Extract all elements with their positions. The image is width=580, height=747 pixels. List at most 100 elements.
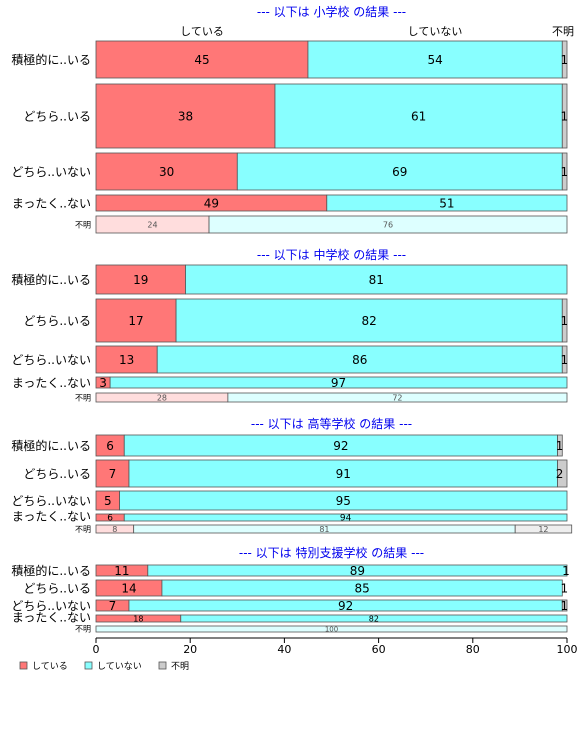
row-label: 不明 xyxy=(75,393,91,402)
bar-segment xyxy=(95,345,158,374)
data-label: 69 xyxy=(392,165,407,179)
header-label: していない xyxy=(408,25,463,38)
row-label: どちら..いない xyxy=(11,165,91,179)
bar-segment xyxy=(561,298,568,343)
bar-segment xyxy=(208,215,568,234)
bar-segment xyxy=(557,434,563,457)
data-label: 91 xyxy=(336,467,351,481)
bar-segment xyxy=(95,459,130,488)
bar-segment xyxy=(175,298,563,343)
panel-title: --- 以下は 小学校 の結果 --- xyxy=(257,4,406,19)
data-label: 1 xyxy=(560,599,568,613)
row-label: まったく..ない xyxy=(12,376,91,390)
data-label: 51 xyxy=(439,196,454,210)
data-label: 7 xyxy=(109,467,117,481)
row-label: まったく..ない xyxy=(12,610,91,624)
legend-label: していない xyxy=(97,661,142,672)
bar-segment xyxy=(185,264,568,295)
data-label: 81 xyxy=(369,273,384,287)
bar-segment xyxy=(557,459,568,488)
data-label: 6 xyxy=(106,439,114,453)
row-label: まったく..ない xyxy=(12,510,91,524)
data-label: 61 xyxy=(411,109,426,123)
bar-segment xyxy=(119,490,568,511)
data-label: 95 xyxy=(336,494,351,508)
bar-segment xyxy=(561,152,568,191)
bar-segment xyxy=(561,83,568,149)
bar-segment xyxy=(95,298,177,343)
bar-segment xyxy=(326,194,568,212)
row-label: 不明 xyxy=(75,625,91,634)
bar-segment xyxy=(227,392,568,403)
data-label: 18 xyxy=(133,614,143,623)
data-label: 94 xyxy=(340,514,352,524)
x-tick-label: 60 xyxy=(372,643,386,656)
data-label: 72 xyxy=(392,393,402,402)
data-label: 3 xyxy=(99,376,107,390)
bar-segment xyxy=(95,152,238,191)
bar-segment xyxy=(561,345,568,374)
bar-segment xyxy=(561,599,568,612)
data-label: 82 xyxy=(362,314,377,328)
data-label: 1 xyxy=(560,109,568,123)
data-label: 11 xyxy=(114,564,129,578)
data-label: 12 xyxy=(538,525,548,534)
data-label: 49 xyxy=(204,196,219,210)
bar-segment xyxy=(236,152,563,191)
row-label: どちら..いる xyxy=(23,581,91,595)
data-label: 76 xyxy=(383,220,393,229)
data-label: 1 xyxy=(560,165,568,179)
data-label: 81 xyxy=(319,525,329,534)
x-tick-label: 40 xyxy=(277,643,291,656)
legend-label: している xyxy=(32,661,68,672)
x-tick-label: 0 xyxy=(93,643,100,656)
row-label: 積極的に..いる xyxy=(11,272,91,287)
bar-segment xyxy=(95,264,186,295)
data-label: 5 xyxy=(104,494,112,508)
row-label: どちら..いない xyxy=(11,599,91,613)
data-label: 1 xyxy=(560,53,568,67)
data-label: 17 xyxy=(128,314,143,328)
bar-segment xyxy=(147,564,568,577)
row-label: 積極的に..いる xyxy=(11,438,91,453)
x-tick-label: 20 xyxy=(183,643,197,656)
data-label: 13 xyxy=(119,353,134,367)
legend-label: 不明 xyxy=(171,661,189,672)
row-label: 積極的に..いる xyxy=(11,52,91,67)
row-label: どちら..いない xyxy=(11,494,91,508)
data-label: 1 xyxy=(560,353,568,367)
panel-title: --- 以下は 中学校 の結果 --- xyxy=(257,247,406,262)
bar-segment xyxy=(95,40,309,79)
x-tick-label: 100 xyxy=(557,643,578,656)
data-label: 30 xyxy=(159,165,174,179)
header-label: している xyxy=(180,25,224,38)
data-label: 7 xyxy=(109,599,117,613)
row-label: まったく..ない xyxy=(12,196,91,210)
row-label: 不明 xyxy=(75,220,91,229)
bar-segment xyxy=(180,614,568,623)
data-label: 6 xyxy=(107,514,113,524)
row-label: どちら..いる xyxy=(23,109,91,123)
data-label: 1 xyxy=(560,314,568,328)
data-label: 1 xyxy=(560,581,568,595)
bar-segment xyxy=(95,625,568,633)
data-label: 1 xyxy=(562,564,570,578)
data-label: 45 xyxy=(194,53,209,67)
row-label: どちら..いない xyxy=(11,353,91,367)
row-label: どちら..いる xyxy=(23,467,91,481)
data-label: 82 xyxy=(369,614,379,623)
header-label: 不明 xyxy=(552,25,574,38)
legend-swatch xyxy=(84,661,93,670)
data-label: 85 xyxy=(354,581,369,595)
data-label: 54 xyxy=(427,53,442,67)
data-label: 97 xyxy=(331,376,346,390)
bar-segment xyxy=(274,83,563,149)
bar-segment xyxy=(161,579,563,597)
data-label: 100 xyxy=(325,626,338,634)
bar-segment xyxy=(561,40,568,79)
data-label: 2 xyxy=(556,467,564,481)
row-label: どちら..いる xyxy=(23,314,91,328)
data-label: 19 xyxy=(133,273,148,287)
data-label: 24 xyxy=(147,220,157,229)
